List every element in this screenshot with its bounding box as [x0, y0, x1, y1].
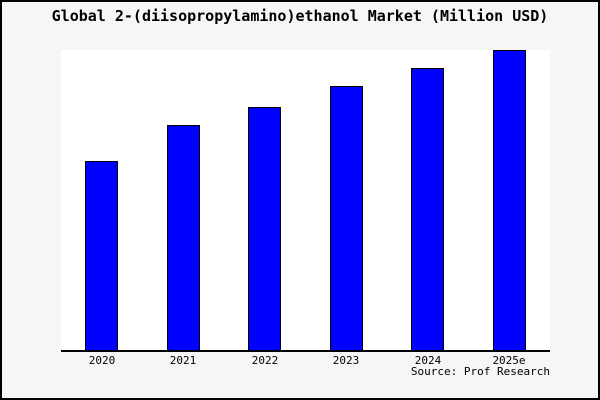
x-tick-label-2024: 2024: [414, 354, 442, 367]
bar-2023: [330, 86, 363, 350]
bar-2020: [85, 161, 118, 350]
plot-area: [61, 50, 550, 352]
bar-2021: [167, 125, 200, 350]
x-tick-label-2021: 2021: [169, 354, 197, 367]
x-tick-label-2022: 2022: [251, 354, 279, 367]
bar-2024: [411, 68, 444, 350]
x-tick-label-2023: 2023: [332, 354, 360, 367]
bar-2025e: [493, 50, 526, 350]
x-tick-label-2020: 2020: [88, 354, 116, 367]
chart-title: Global 2-(diisopropylamino)ethanol Marke…: [51, 7, 549, 25]
x-tick-label-2025e: 2025e: [492, 354, 526, 367]
source-credit: Source: Prof Research: [410, 365, 550, 378]
bar-2022: [248, 107, 281, 350]
